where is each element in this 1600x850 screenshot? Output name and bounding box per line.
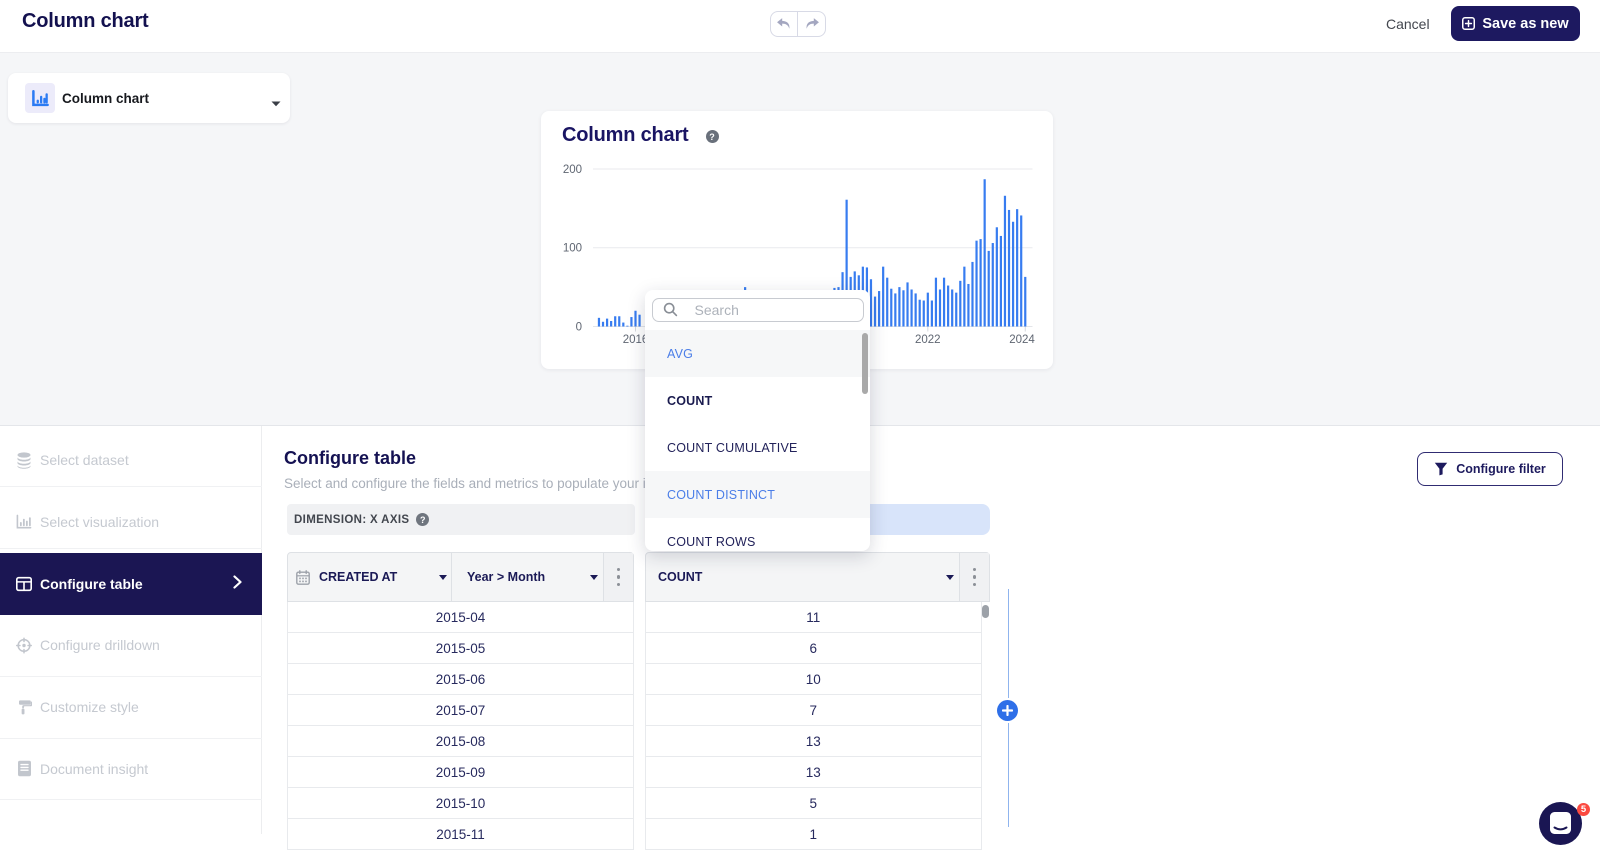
svg-text:2022: 2022 <box>915 334 941 346</box>
svg-text:100: 100 <box>563 243 582 255</box>
svg-text:0: 0 <box>576 322 582 334</box>
svg-text:2016: 2016 <box>623 334 649 346</box>
svg-text:200: 200 <box>563 164 582 176</box>
svg-text:2024: 2024 <box>1009 334 1035 346</box>
